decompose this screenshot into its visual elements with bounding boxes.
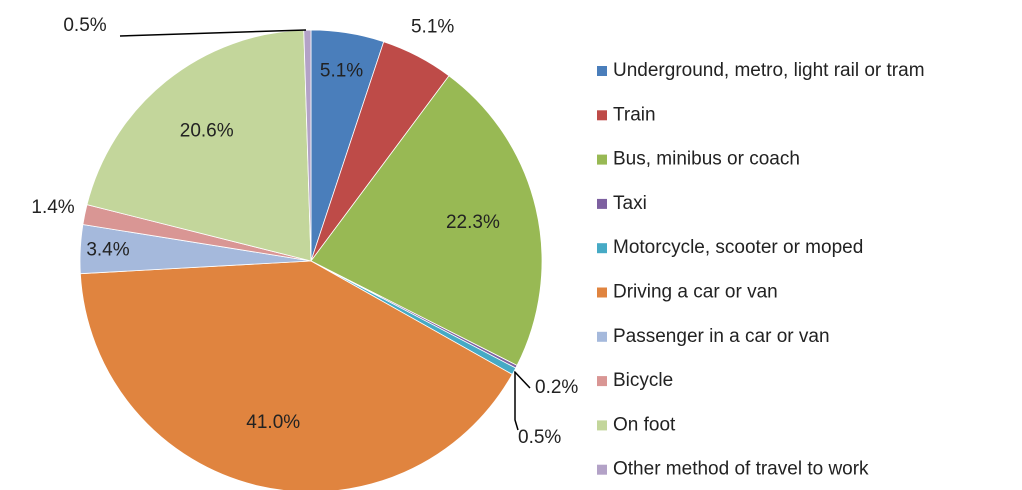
legend-swatch	[597, 331, 607, 342]
data-label: 5.1%	[411, 16, 454, 37]
leader-line	[119, 29, 307, 37]
legend-label: Motorcycle, scooter or moped	[613, 237, 863, 258]
legend-swatch	[597, 110, 607, 121]
legend-swatch	[597, 243, 607, 254]
legend-swatch	[597, 154, 607, 165]
leader-line	[514, 372, 519, 431]
legend-swatch	[597, 198, 607, 209]
legend-label: Bicycle	[613, 370, 673, 391]
legend-label: On foot	[613, 414, 676, 435]
data-label: 0.2%	[535, 377, 578, 398]
legend-label: Underground, metro, light rail or tram	[613, 60, 925, 81]
pie-slice	[79, 260, 513, 490]
data-label: 0.5%	[63, 15, 106, 36]
legend-label: Passenger in a car or van	[613, 326, 830, 347]
legend-swatch	[597, 376, 607, 387]
data-label: 3.4%	[86, 239, 129, 260]
legend-label: Driving a car or van	[613, 282, 778, 303]
legend-label: Train	[613, 104, 656, 125]
legend-swatch	[597, 420, 607, 431]
legend-swatch	[597, 66, 607, 76]
data-label: 41.0%	[246, 412, 300, 433]
data-label: 0.5%	[518, 427, 561, 448]
pie-slice	[310, 75, 543, 366]
data-label: 5.1%	[320, 61, 363, 82]
legend-label: Taxi	[613, 193, 647, 214]
legend-swatch	[597, 464, 607, 475]
legend-label: Bus, minibus or coach	[613, 149, 800, 170]
legend-swatch	[597, 287, 607, 298]
legend-label: Other method of travel to work	[613, 459, 869, 480]
data-label: 22.3%	[446, 212, 500, 233]
data-label: 1.4%	[31, 197, 74, 218]
data-label: 20.6%	[180, 120, 234, 141]
leader-line	[512, 369, 531, 389]
pie-slice	[86, 29, 312, 262]
